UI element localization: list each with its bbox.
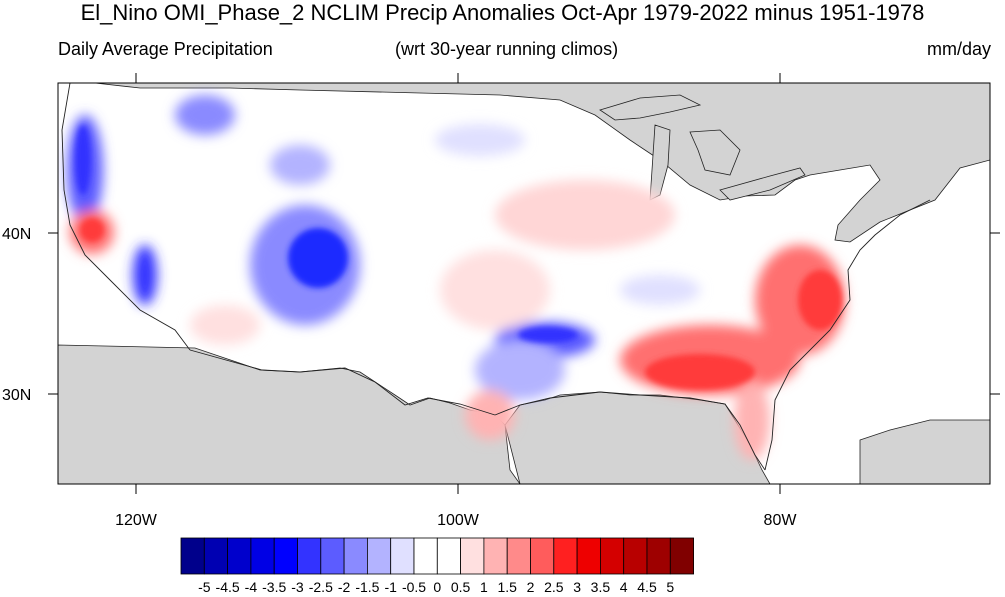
colorbar-swatch: [576, 537, 601, 575]
colorbar-swatch: [623, 537, 648, 575]
colorbar-label: -4: [245, 579, 258, 595]
atlantic-coast: [764, 199, 931, 471]
colorbar-label: -1: [384, 579, 397, 595]
colorbar-swatch: [390, 537, 415, 575]
colorbar-swatch: [553, 537, 578, 575]
colorbar-label: 3: [573, 579, 581, 595]
lon-label-80w: 80W: [764, 512, 798, 529]
country-borders: [61, 83, 931, 471]
colorbar-swatch: [600, 537, 625, 575]
colorbar-swatch: [530, 537, 555, 575]
colorbar-label: -2: [338, 579, 351, 595]
colorbar-label: 2.5: [544, 579, 564, 595]
lake-huron: [689, 129, 741, 176]
colorbar-label: -2.5: [309, 579, 333, 595]
lake-michigan: [649, 124, 671, 201]
colorbar-label: 4: [620, 579, 628, 595]
land-mask: [58, 83, 990, 484]
lake-superior: [599, 94, 702, 121]
lat-label-30n: 30N: [2, 387, 31, 404]
colorbar-swatch: [203, 537, 229, 575]
gulf-coast: [494, 391, 766, 471]
colorbar-label: 0: [433, 579, 441, 595]
colorbar-labels: -5 -4.5 -4 -3.5 -3 -2.5 -2 -1.5 -1 -0.5 0 0.5 1 1.5 2 2…: [198, 579, 674, 595]
colorbar-label: 0.5: [451, 579, 471, 595]
colorbar-swatch: [250, 537, 275, 575]
colorbar-swatch: [227, 537, 252, 575]
colorbar-label: -1.5: [355, 579, 379, 595]
subtitle-left: Daily Average Precipitation: [58, 39, 273, 59]
units-label: mm/day: [926, 39, 991, 59]
colorbar-swatch: [483, 537, 508, 575]
colorbar-swatch: [180, 537, 205, 575]
colorbar-label: 5: [666, 579, 674, 595]
colorbar-swatch: [273, 537, 298, 575]
map-title: El_Nino OMI_Phase_2 NCLIM Precip Anomali…: [80, 0, 925, 25]
lat-label-40n: 40N: [2, 226, 31, 243]
colorbar-label: 4.5: [637, 579, 657, 595]
colorbar-swatch: [343, 537, 368, 575]
colorbar-label: 1.5: [497, 579, 517, 595]
colorbar-swatch: [297, 537, 322, 575]
colorbar-label: -3: [291, 579, 304, 595]
lon-label-100w: 100W: [437, 512, 480, 529]
lon-label-120w: 120W: [115, 512, 158, 529]
colorbar-swatch: [436, 537, 461, 575]
colorbar: [180, 537, 694, 575]
map-frame: [57, 82, 991, 485]
colorbar-swatch: [413, 537, 438, 575]
colorbar-label: 3.5: [591, 579, 611, 595]
colorbar-swatch: [669, 537, 694, 575]
tick-marks: [48, 73, 1000, 494]
colorbar-swatch: [320, 537, 345, 575]
atlantic-region: [859, 419, 990, 484]
colorbar-label: -5: [198, 579, 211, 595]
us-mexico-border: [189, 349, 496, 416]
colorbar-swatch: [460, 537, 485, 575]
pacific-coast: [61, 83, 191, 351]
great-lakes: [599, 94, 806, 201]
colorbar-label: -4.5: [216, 579, 240, 595]
subtitle-center: (wrt 30-year running climos): [395, 39, 619, 59]
colorbar-label: 2: [527, 579, 535, 595]
colorbar-label: -3.5: [262, 579, 286, 595]
colorbar-swatch: [366, 537, 392, 575]
colorbar-swatch: [646, 537, 671, 575]
colorbar-label: -0.5: [402, 579, 426, 595]
lake-erie-ontario: [719, 167, 806, 201]
map-plot-area: [58, 83, 990, 484]
colorbar-swatch: [506, 537, 531, 575]
anomaly-field: [67, 95, 845, 460]
colorbar-label: 1: [480, 579, 488, 595]
